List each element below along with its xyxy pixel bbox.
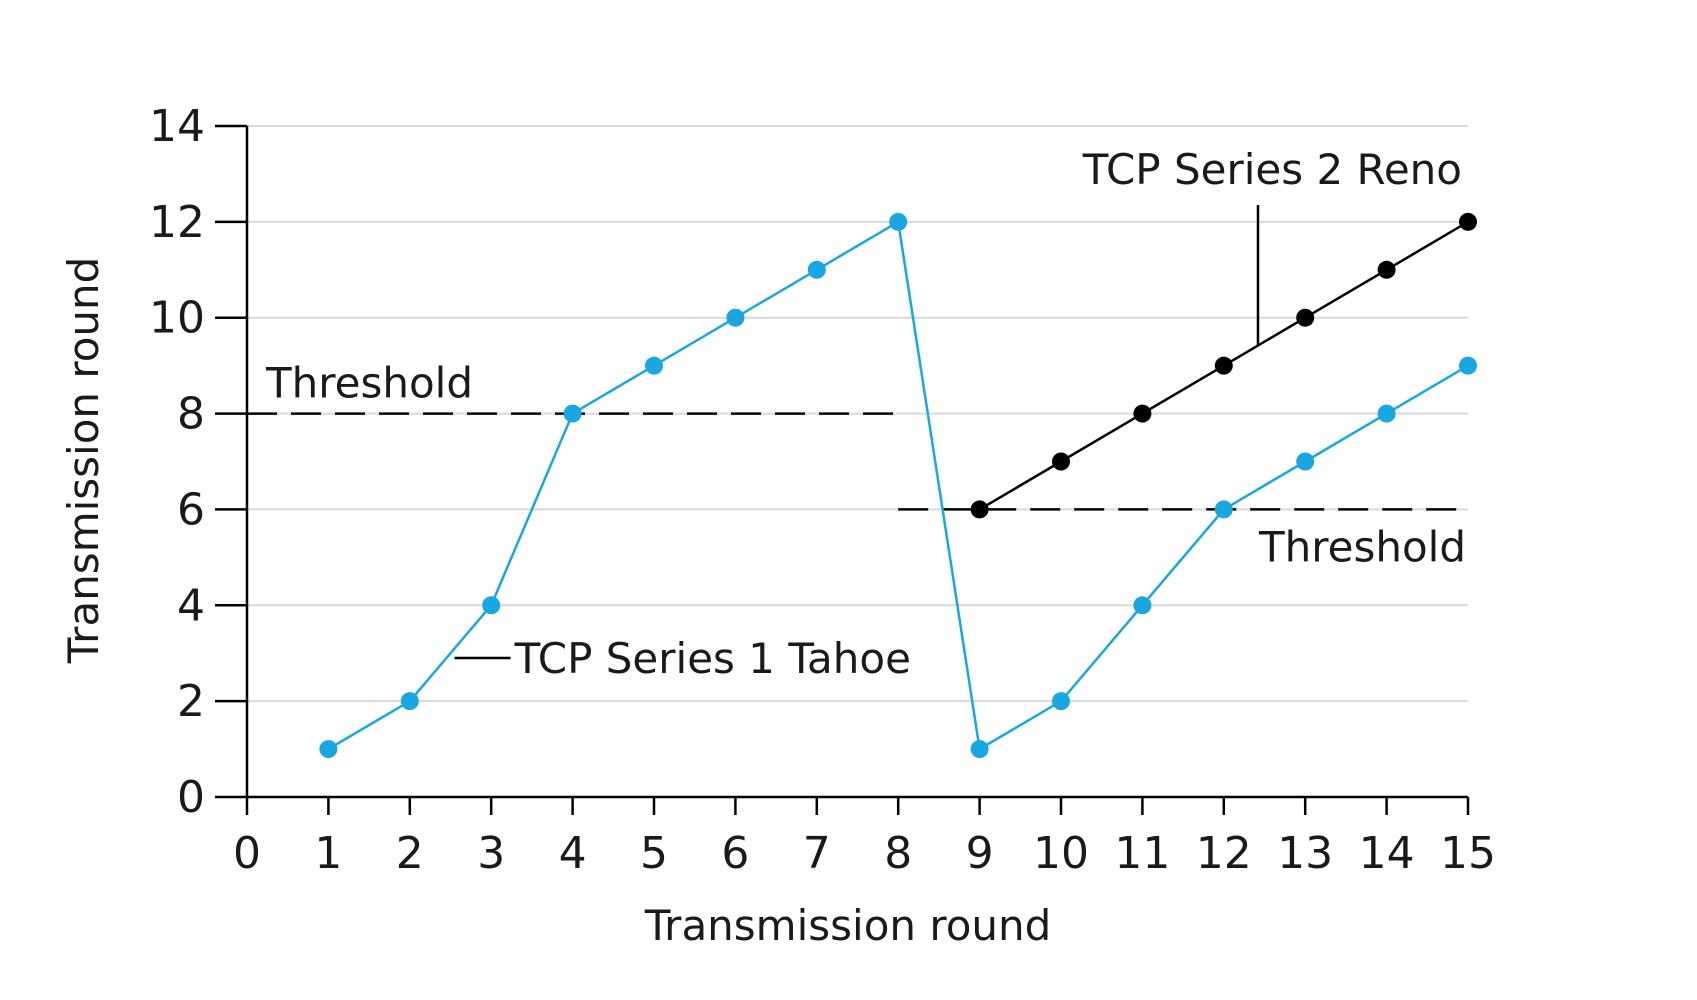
tahoe-point [1459, 356, 1477, 375]
x-tick-label: 2 [396, 828, 424, 879]
reno-annotation: TCP Series 2 Reno [1082, 145, 1462, 194]
y-tick-label: 0 [177, 772, 205, 823]
tahoe-point [1214, 500, 1233, 519]
tahoe-point [970, 740, 989, 759]
tahoe-point [807, 260, 826, 279]
tahoe-point [645, 356, 663, 375]
x-tick-label: 13 [1277, 828, 1333, 879]
x-tick-label: 3 [477, 828, 505, 879]
y-tick-label: 12 [149, 197, 205, 248]
tahoe-point [1133, 596, 1152, 615]
x-tick-label: 10 [1033, 828, 1089, 879]
x-tick-label: 15 [1440, 828, 1496, 879]
reno-point [1214, 356, 1233, 375]
tahoe-point [1377, 404, 1396, 423]
reno-point [1052, 452, 1070, 471]
y-tick-label: 14 [149, 101, 205, 152]
tahoe-point [482, 596, 501, 615]
x-tick-label: 5 [640, 828, 668, 879]
tahoe-point [726, 308, 745, 327]
reno-point [1377, 260, 1396, 279]
x-tick-label: 0 [233, 828, 261, 879]
y-tick-label: 10 [149, 293, 205, 344]
tahoe-point [400, 692, 419, 711]
y-tick-label: 6 [177, 484, 205, 535]
y-axis-title: Transmission round [59, 257, 108, 665]
y-tick-label: 2 [177, 676, 205, 727]
reno-point [1296, 308, 1315, 327]
reno-point [1133, 404, 1152, 423]
x-tick-label: 1 [314, 828, 342, 879]
tahoe-point [319, 740, 338, 759]
tahoe-point [889, 212, 908, 231]
x-tick-label: 7 [803, 828, 831, 879]
x-tick-label: 9 [966, 828, 994, 879]
x-tick-label: 12 [1196, 828, 1252, 879]
x-tick-label: 14 [1359, 828, 1415, 879]
x-tick-label: 11 [1114, 828, 1170, 879]
y-tick-label: 8 [177, 389, 205, 440]
threshold-label: Threshold [1258, 522, 1466, 571]
tahoe-point [1296, 452, 1315, 471]
y-tick-label: 4 [177, 580, 205, 631]
tahoe-point [1052, 692, 1070, 711]
x-axis-title: Transmission round [644, 901, 1052, 950]
tahoe-point [563, 404, 582, 423]
tahoe-annotation: TCP Series 1 Tahoe [514, 634, 911, 683]
x-tick-label: 6 [721, 828, 749, 879]
reno-point [1459, 212, 1477, 231]
x-tick-label: 4 [559, 828, 587, 879]
x-tick-label: 8 [884, 828, 912, 879]
reno-point [970, 500, 989, 519]
threshold-label: Threshold [265, 359, 473, 408]
